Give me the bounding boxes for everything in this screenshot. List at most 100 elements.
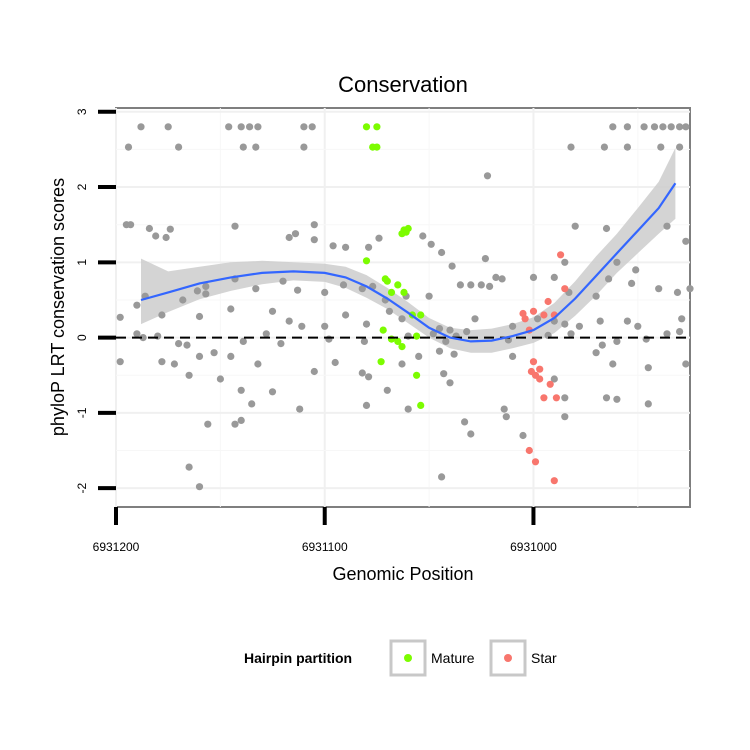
point-other	[342, 243, 350, 251]
point-mature	[381, 275, 389, 283]
point-other	[365, 243, 373, 251]
point-star	[531, 458, 540, 466]
point-mature	[387, 288, 396, 296]
point-other	[358, 285, 366, 293]
point-other	[598, 341, 606, 349]
point-other	[237, 386, 245, 394]
point-mature	[413, 332, 421, 340]
point-other	[231, 222, 239, 230]
smooth-line	[140, 182, 677, 343]
point-other	[175, 143, 183, 151]
point-other	[268, 388, 277, 396]
point-other	[325, 335, 333, 343]
point-other	[561, 320, 569, 328]
point-mature	[394, 337, 402, 345]
point-other	[298, 322, 306, 330]
point-other	[227, 352, 235, 360]
point-other	[477, 281, 485, 289]
point-other	[529, 273, 538, 281]
point-other	[467, 430, 475, 438]
point-star	[521, 315, 529, 323]
point-other	[362, 320, 371, 328]
point-star	[550, 477, 558, 485]
point-other	[492, 273, 500, 281]
point-other	[310, 221, 318, 229]
point-other	[450, 350, 458, 358]
point-mature	[417, 401, 425, 409]
point-other	[632, 266, 640, 274]
point-other	[202, 290, 210, 298]
point-other	[331, 358, 339, 367]
point-other	[676, 143, 684, 151]
point-other	[216, 375, 224, 383]
point-other	[310, 367, 318, 376]
y-axis-title: phyloP LRT conservation scores	[48, 178, 68, 436]
point-other	[467, 281, 475, 289]
point-other	[446, 326, 454, 334]
point-other	[175, 340, 183, 348]
point-other	[166, 225, 174, 233]
point-other	[254, 360, 262, 368]
point-star	[552, 394, 561, 402]
point-other	[600, 143, 609, 151]
points-layer	[116, 123, 694, 491]
point-other	[682, 237, 690, 245]
point-other	[561, 413, 569, 421]
point-other	[237, 123, 245, 131]
point-star	[557, 251, 565, 259]
point-other	[252, 143, 260, 151]
point-other	[358, 369, 366, 377]
point-other	[592, 292, 600, 300]
point-other	[342, 311, 350, 319]
point-mature	[394, 281, 402, 289]
y-tick-label: 3	[75, 108, 89, 115]
point-other	[227, 305, 235, 313]
legend-item-mature: Mature	[389, 639, 475, 677]
point-other	[124, 143, 133, 151]
point-star	[546, 380, 554, 388]
point-other	[404, 332, 412, 340]
point-other	[623, 123, 632, 131]
point-other	[116, 358, 124, 366]
point-other	[534, 315, 542, 323]
point-other	[415, 352, 423, 360]
point-other	[440, 370, 448, 378]
point-other	[508, 352, 517, 360]
point-other	[310, 236, 318, 244]
point-other	[650, 123, 659, 131]
point-other	[398, 315, 406, 323]
point-other	[613, 258, 621, 266]
point-mature	[402, 228, 410, 236]
point-other	[321, 288, 329, 296]
y-axis: 3 2 1 0 -1 -2	[75, 108, 116, 494]
point-other	[158, 358, 166, 366]
point-mature	[373, 123, 381, 131]
legend: Hairpin partition Mature Star	[244, 639, 557, 677]
point-mature	[379, 326, 387, 334]
point-other	[438, 248, 446, 257]
point-other	[571, 222, 579, 230]
point-other	[246, 123, 254, 131]
point-other	[500, 405, 508, 413]
point-star	[544, 297, 552, 306]
point-other	[254, 123, 262, 131]
point-other	[195, 352, 204, 360]
point-other	[456, 281, 464, 289]
point-mature	[398, 343, 406, 351]
point-other	[185, 463, 193, 471]
point-other	[682, 123, 690, 131]
point-other	[239, 143, 247, 151]
y-tick-label: 0	[75, 334, 89, 341]
point-other	[158, 311, 166, 319]
point-other	[561, 258, 569, 266]
point-other	[137, 123, 145, 131]
point-other	[686, 285, 694, 293]
point-other	[362, 401, 371, 409]
legend-marker-mature	[404, 654, 412, 662]
point-other	[471, 315, 479, 323]
point-star	[529, 307, 538, 315]
point-other	[609, 360, 617, 368]
point-mature	[417, 311, 425, 319]
point-other	[300, 143, 308, 151]
legend-item-star: Star	[489, 639, 557, 677]
